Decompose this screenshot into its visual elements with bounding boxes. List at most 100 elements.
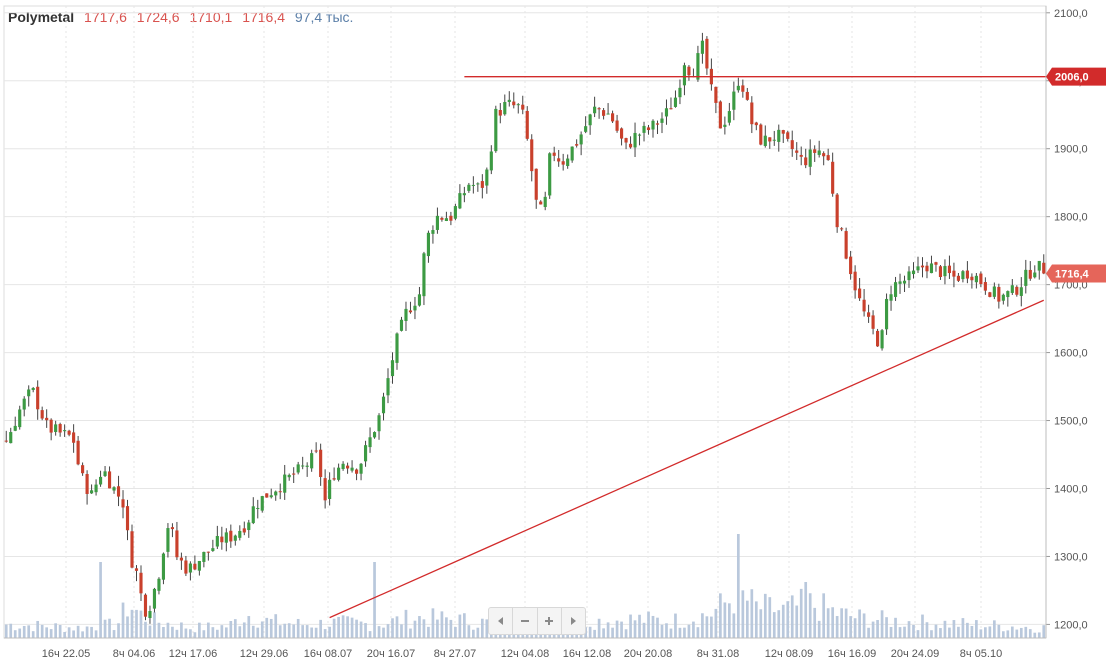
- candle-body: [876, 330, 880, 347]
- volume-bar: [117, 623, 120, 638]
- support-trendline: [329, 299, 1045, 619]
- candle-body: [799, 154, 803, 157]
- zoom-in-button[interactable]: [538, 608, 562, 634]
- volume-bar: [247, 616, 251, 638]
- candle-body: [763, 135, 767, 146]
- volume-bar: [395, 616, 399, 638]
- candle-body: [503, 102, 507, 115]
- candle-body: [673, 97, 678, 107]
- candle-body: [880, 330, 884, 349]
- volume-bar: [660, 624, 664, 638]
- volume-bar: [1010, 626, 1014, 638]
- candle-body: [602, 110, 606, 116]
- volume-bar: [696, 627, 700, 638]
- volume-bar: [76, 625, 80, 638]
- volume-bar: [58, 625, 62, 638]
- volume-bar: [687, 624, 691, 638]
- volume-bar: [889, 626, 893, 638]
- volume-bar: [175, 629, 179, 638]
- volume-bar: [139, 610, 143, 638]
- volume-bar: [993, 620, 996, 638]
- candle-body: [687, 66, 691, 76]
- volume-bar: [103, 619, 107, 638]
- candle-body: [206, 551, 210, 553]
- candle-body: [323, 478, 327, 501]
- candle-body: [727, 111, 731, 123]
- volume-bar: [85, 626, 89, 638]
- candle-body: [884, 298, 889, 330]
- candle-body: [143, 594, 148, 617]
- candle-body: [184, 560, 188, 574]
- volume-bar: [391, 618, 394, 638]
- x-tick-label: 8ч 04.06: [113, 648, 155, 660]
- candle-body: [561, 161, 565, 165]
- zoom-out-button[interactable]: [513, 608, 538, 634]
- scroll-right-button[interactable]: [562, 608, 585, 634]
- chart-navigation: [488, 607, 586, 635]
- volume-bar: [409, 628, 412, 638]
- volume-bar: [323, 629, 327, 638]
- candle-body: [328, 479, 332, 499]
- candle-body: [597, 108, 601, 110]
- x-tick-label: 8ч 31.08: [697, 648, 739, 660]
- volume-bar: [189, 629, 192, 638]
- volume-bar: [251, 625, 255, 638]
- candle-body: [337, 467, 341, 480]
- volume-bar: [876, 620, 879, 638]
- volume-bar: [799, 588, 803, 638]
- volume-bar: [13, 630, 17, 638]
- candle-body: [112, 487, 116, 491]
- volume-bar: [772, 612, 776, 638]
- volume-bar: [615, 620, 619, 638]
- drawn-lines: [329, 76, 1046, 619]
- volume-bar: [925, 622, 929, 638]
- candle-body: [575, 144, 579, 146]
- candle-body: [543, 196, 547, 208]
- volume-bar: [207, 622, 210, 638]
- candle-body: [566, 158, 570, 167]
- volume-bar: [269, 618, 273, 638]
- candle-body: [637, 134, 642, 136]
- volume-bar: [939, 628, 942, 638]
- volume-bar: [310, 627, 314, 638]
- volume-bar: [853, 618, 857, 638]
- candle-body: [992, 286, 996, 297]
- volume-bar: [148, 625, 152, 638]
- candle-body: [314, 450, 318, 452]
- candle-body: [1033, 272, 1037, 278]
- volume-bar: [480, 618, 484, 638]
- volume-bar: [472, 629, 475, 638]
- candle-body: [404, 308, 408, 321]
- volume-bar: [454, 626, 457, 638]
- candle-body: [13, 425, 17, 431]
- volume-bar: [458, 614, 462, 638]
- volume-bar: [647, 611, 650, 638]
- candle-body: [27, 389, 31, 397]
- candle-body: [485, 169, 489, 186]
- volume-bar: [359, 621, 363, 638]
- candle-body: [4, 440, 8, 442]
- candle-body: [161, 553, 166, 580]
- candle-body: [655, 123, 660, 125]
- candle-body: [651, 120, 655, 130]
- y-tick-label: 1600,0: [1054, 348, 1088, 360]
- volume-bar: [373, 562, 376, 638]
- candle-body: [920, 265, 925, 268]
- volume-bar: [341, 615, 345, 638]
- volume-bar: [948, 627, 951, 638]
- candle-body: [633, 132, 637, 148]
- scroll-left-button[interactable]: [489, 608, 514, 634]
- candle-body: [584, 126, 588, 132]
- volume-bar: [346, 616, 349, 638]
- volume-bar: [126, 616, 129, 638]
- candle-body: [1010, 285, 1014, 293]
- candle-body: [696, 53, 700, 80]
- candle-body: [570, 146, 574, 161]
- volume-bar: [930, 630, 933, 638]
- volume-bar: [67, 627, 71, 638]
- volume-bar: [710, 616, 713, 638]
- candle-body: [22, 398, 26, 410]
- candle-body: [224, 532, 228, 543]
- volume-bar: [988, 626, 992, 638]
